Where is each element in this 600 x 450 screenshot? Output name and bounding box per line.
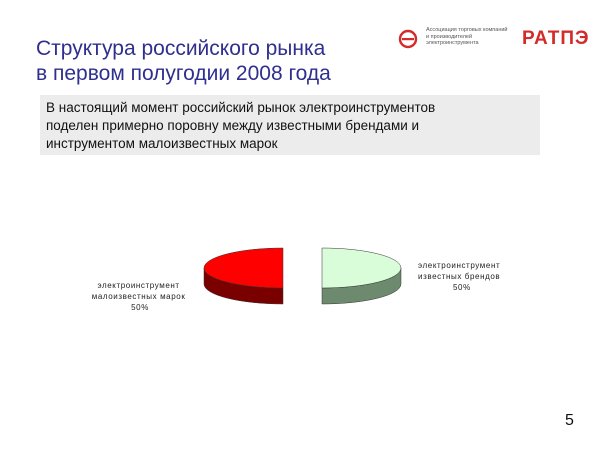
slice-label-unknown-brands-percent: 50%: [131, 303, 149, 312]
pie-slice-known-brands-top: [321, 247, 402, 289]
slice-label-known-brands-line-2: известных брендов: [418, 272, 500, 281]
pie-slice-unknown-brands: [203, 247, 284, 305]
slice-label-unknown-brands-line-1: электроинструмент: [97, 281, 179, 290]
association-name-line-1: Ассоциация торговых компаний: [426, 27, 508, 33]
pie-chart: электроинструмент известных брендов 50% …: [92, 247, 503, 312]
association-logo: Ассоциация торговых компаний и производи…: [398, 26, 589, 56]
pie-slice-unknown-brands-top: [203, 247, 284, 289]
slide-title-line-2: в первом полугодии 2008 года: [36, 62, 331, 85]
slice-label-known-brands-percent: 50%: [453, 283, 471, 292]
association-name: Ассоциация торговых компаний и производи…: [426, 27, 522, 47]
slice-label-unknown-brands-line-2: малоизвестных марок: [92, 292, 186, 301]
slice-label-known-brands-line-1: электроинструмент: [418, 261, 500, 270]
callout-line-3: инструментом малоизвестных марок: [46, 136, 278, 151]
slice-label-known-brands: электроинструмент известных брендов 50%: [418, 261, 503, 292]
slide-title-line-1: Структура российского рынка: [36, 37, 326, 60]
ratpe-logo-icon: [398, 29, 418, 49]
callout-line-1: В настоящий момент российский рынок элек…: [46, 100, 436, 115]
page-number: 5: [565, 412, 574, 429]
pie-slice-known-brands: [321, 247, 402, 305]
slide-title: Структура российского рынка в первом пол…: [36, 36, 331, 86]
association-wordmark: РАТПЭ: [522, 28, 590, 49]
slice-label-unknown-brands: электроинструмент малоизвестных марок 50…: [92, 281, 189, 312]
association-name-line-2: и производителей: [426, 33, 473, 40]
callout-line-2: поделен примерно поровну между известным…: [46, 118, 420, 133]
association-name-line-3: электроинструмента: [426, 40, 479, 46]
callout-box: В настоящий момент российский рынок элек…: [40, 95, 540, 155]
